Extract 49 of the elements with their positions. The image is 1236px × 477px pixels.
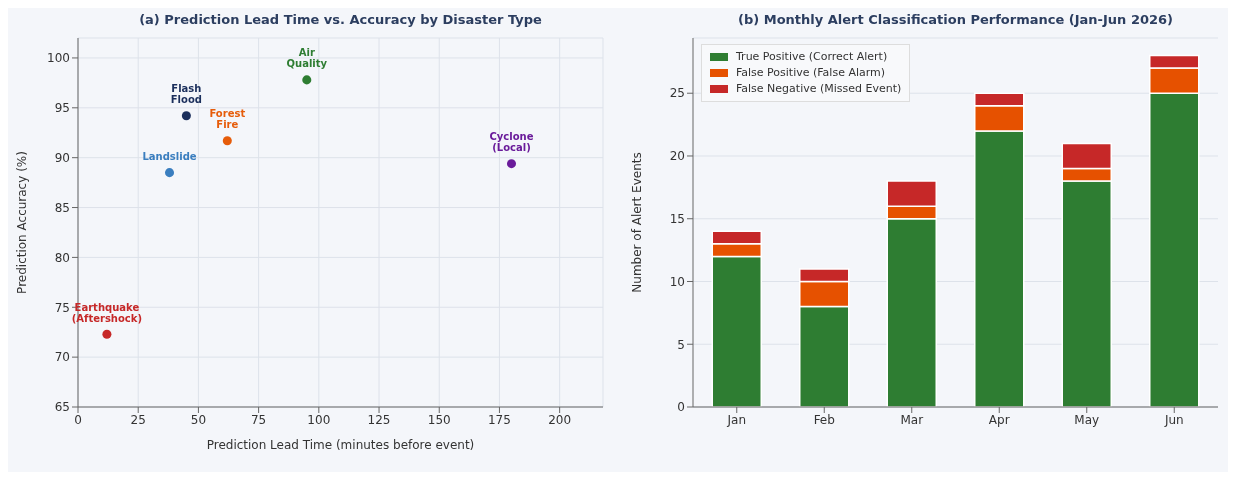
y-tick-label: 85 <box>54 200 70 215</box>
y-tick-label: 100 <box>47 51 70 66</box>
y-tick-label: 65 <box>54 400 70 415</box>
point <box>181 111 191 121</box>
y-tick-label: 0 <box>677 400 685 415</box>
chart-title: (b) Monthly Alert Classification Performance (Jan-Jun 2026) <box>737 12 1174 29</box>
legend-label: False Negative (Missed Event) <box>736 81 902 97</box>
x-tick-label: 75 <box>250 412 267 427</box>
y-tick-label: 80 <box>54 250 70 265</box>
chart-title: (a) Prediction Lead Time vs. Accuracy by Disaster Type <box>138 12 543 29</box>
x-tick-label: 150 <box>427 412 451 427</box>
x-tick-label: 0 <box>74 412 82 427</box>
point <box>102 329 112 339</box>
y-axis-title: Number of Alert Events <box>630 152 645 293</box>
series-label: Landslide <box>142 151 197 163</box>
x-tick-label: May <box>1074 412 1100 427</box>
y-tick-label: 10 <box>669 274 685 289</box>
y-tick-label: 90 <box>54 150 70 165</box>
y-tick-label: 5 <box>677 337 685 352</box>
point <box>222 136 232 146</box>
series-label: Earthquake (Aftershock) <box>71 301 143 324</box>
x-tick-label: 175 <box>487 412 511 427</box>
x-tick-label: Jan <box>726 412 746 427</box>
y-axis-title: Prediction Accuracy (%) <box>15 151 30 294</box>
x-tick-label: 200 <box>548 412 572 427</box>
point <box>506 159 516 169</box>
series-label: Air Quality <box>286 47 328 70</box>
y-tick-label: 75 <box>54 300 70 315</box>
x-tick-label: Feb <box>813 412 835 427</box>
x-axis-title: Prediction Lead Time (minutes before event) <box>206 438 475 452</box>
point <box>165 168 175 178</box>
point <box>302 75 312 85</box>
series-label: Flash Flood <box>170 83 202 106</box>
x-tick-label: 125 <box>367 412 391 427</box>
x-tick-label: Apr <box>988 412 1010 427</box>
legend-label: False Positive (False Alarm) <box>736 65 886 81</box>
y-tick-label: 70 <box>54 350 70 365</box>
y-tick-label: 25 <box>669 86 685 101</box>
x-tick-label: 25 <box>130 412 146 427</box>
series-label: Cyclone (Local) <box>489 131 534 154</box>
x-tick-label: Jun <box>1163 412 1184 427</box>
legend-label: True Positive (Correct Alert) <box>736 49 888 65</box>
series-label: Forest Fire <box>209 108 246 131</box>
x-tick-label: Mar <box>900 412 924 427</box>
y-tick-label: 95 <box>54 101 70 116</box>
x-tick-label: 100 <box>307 412 331 427</box>
y-tick-label: 15 <box>669 211 685 226</box>
x-tick-label: 50 <box>190 412 207 427</box>
y-tick-label: 20 <box>669 149 685 164</box>
